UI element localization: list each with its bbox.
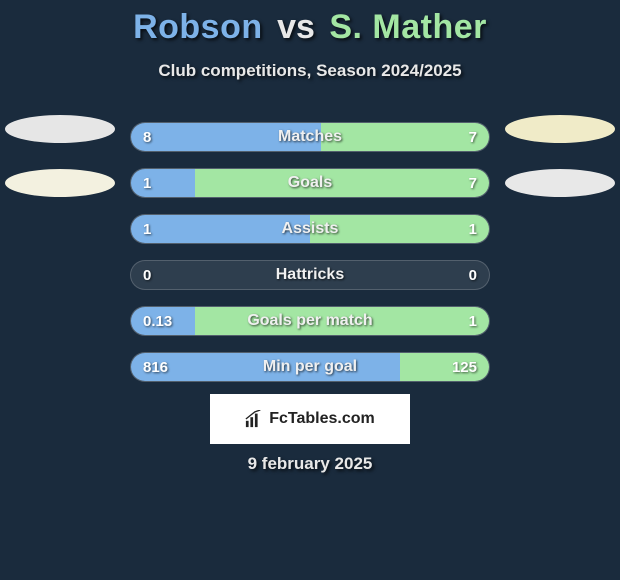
stat-row: 0 Hattricks 0 — [130, 260, 490, 290]
stat-value-a: 8 — [131, 123, 163, 151]
subtitle: Club competitions, Season 2024/2025 — [0, 61, 620, 81]
badge-left-1 — [5, 115, 115, 143]
stat-row: 1 Assists 1 — [130, 214, 490, 244]
stat-value-a: 1 — [131, 215, 163, 243]
badge-right-2 — [505, 169, 615, 197]
stat-bar-right — [195, 169, 489, 197]
stat-row: 816 Min per goal 125 — [130, 352, 490, 382]
stat-row: 1 Goals 7 — [130, 168, 490, 198]
stat-value-b: 0 — [457, 261, 489, 289]
stat-value-a: 1 — [131, 169, 163, 197]
vs-label: vs — [277, 8, 315, 46]
stat-value-a: 0 — [131, 261, 163, 289]
stat-row: 8 Matches 7 — [130, 122, 490, 152]
stat-row: 0.13 Goals per match 1 — [130, 306, 490, 336]
date-text: 9 february 2025 — [0, 454, 620, 474]
stat-value-b: 1 — [457, 215, 489, 243]
player-a-name: Robson — [133, 8, 263, 47]
stat-value-b: 125 — [440, 353, 489, 381]
stat-value-a: 0.13 — [131, 307, 184, 335]
badge-col-left — [0, 115, 120, 223]
stat-bar-right — [195, 307, 489, 335]
stat-label: Hattricks — [131, 261, 489, 289]
badge-col-right — [500, 115, 620, 223]
stat-value-b: 7 — [457, 169, 489, 197]
stat-value-b: 1 — [457, 307, 489, 335]
stat-value-a: 816 — [131, 353, 180, 381]
player-b-name: S. Mather — [329, 8, 487, 47]
title-row: Robson vs S. Mather — [0, 0, 620, 47]
stat-value-b: 7 — [457, 123, 489, 151]
stats-list: 8 Matches 7 1 Goals 7 1 Assists 1 0 Hatt… — [130, 122, 490, 398]
bar-chart-icon — [245, 410, 263, 428]
brand-text: FcTables.com — [269, 410, 375, 428]
badge-right-1 — [505, 115, 615, 143]
badge-left-2 — [5, 169, 115, 197]
brand-box[interactable]: FcTables.com — [210, 394, 410, 444]
